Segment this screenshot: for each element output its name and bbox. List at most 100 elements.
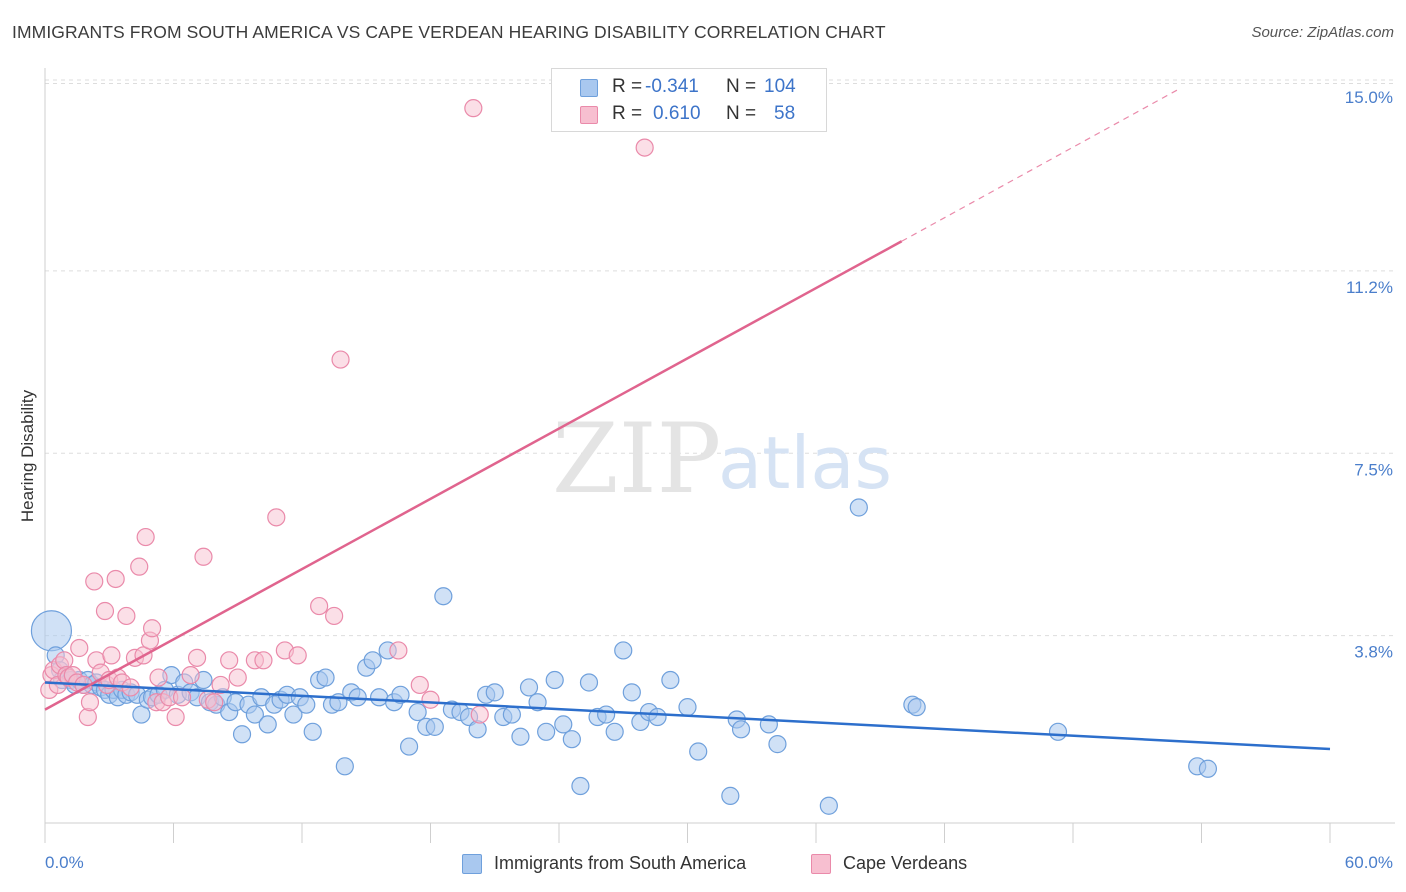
- legend-row-blue: R = -0.341 N = 104: [552, 74, 826, 100]
- data-point-south-america: [678, 698, 697, 717]
- data-point-south-america: [258, 715, 277, 734]
- legend-label-cape-verdean: Cape Verdeans: [843, 853, 968, 873]
- legend-n-value: 104: [764, 76, 796, 97]
- data-point-south-america: [614, 641, 633, 660]
- data-point-south-america: [511, 727, 530, 746]
- data-point-cape-verdean: [80, 693, 100, 712]
- pink-swatch: [580, 106, 598, 124]
- legend-r-label: R =: [612, 76, 643, 97]
- legend-n-value: 58: [774, 103, 796, 124]
- data-point-cape-verdean: [117, 606, 136, 626]
- data-point-south-america: [731, 720, 751, 739]
- chart-title: IMMIGRANTS FROM SOUTH AMERICA VS CAPE VE…: [12, 22, 886, 42]
- data-point-south-america: [232, 725, 252, 744]
- y-axis-title: Hearing Disability: [18, 389, 37, 522]
- data-point-south-america: [425, 717, 444, 736]
- correlation-legend: R = -0.341 N = 104 R = 0.610 N = 58: [551, 68, 827, 132]
- grid-lines: [45, 79, 1395, 637]
- data-point-south-america: [849, 498, 868, 517]
- data-point-south-america: [562, 730, 581, 749]
- data-point-cape-verdean: [220, 651, 239, 670]
- data-point-cape-verdean: [95, 601, 115, 621]
- data-point-south-america: [1198, 759, 1218, 778]
- data-point-cape-verdean: [106, 569, 125, 589]
- data-point-south-america: [399, 737, 419, 756]
- data-point-cape-verdean: [130, 557, 149, 576]
- data-point-south-america: [303, 722, 322, 741]
- data-point-cape-verdean: [181, 665, 200, 685]
- data-point-south-america: [554, 715, 573, 734]
- data-point-cape-verdean: [149, 668, 168, 687]
- data-point-cape-verdean: [254, 651, 273, 670]
- data-point-south-america: [721, 786, 740, 805]
- data-point-south-america: [528, 693, 547, 712]
- legend-row-pink: R = 0.610 N = 58: [552, 101, 826, 127]
- data-point-south-america: [434, 587, 453, 606]
- data-point-south-america: [605, 722, 624, 741]
- data-point-south-america: [537, 722, 556, 741]
- data-point-cape-verdean: [267, 508, 286, 527]
- data-point-cape-verdean: [166, 707, 185, 727]
- data-point-south-america: [768, 735, 787, 754]
- data-point-cape-verdean: [228, 668, 247, 687]
- legend-r-value: -0.341: [645, 76, 699, 97]
- data-point-south-america: [661, 670, 680, 690]
- blue-swatch: [580, 79, 598, 97]
- data-point-cape-verdean: [464, 99, 483, 118]
- data-point-south-america: [30, 610, 73, 652]
- data-point-south-america: [284, 705, 303, 724]
- data-point-south-america: [245, 705, 264, 724]
- legend-n-label: N =: [726, 76, 757, 97]
- data-point-south-america: [519, 678, 539, 697]
- data-point-cape-verdean: [635, 138, 654, 157]
- trend-lines: [44, 87, 1331, 751]
- data-point-south-america: [335, 757, 354, 776]
- legend-r-value: 0.610: [653, 103, 701, 124]
- data-point-south-america: [648, 707, 667, 727]
- y-tick-label: 3.8%: [1354, 643, 1393, 662]
- data-point-south-america: [1048, 722, 1068, 741]
- watermark-zip: ZIP: [552, 403, 721, 515]
- trend-line-cape-verdean: [44, 240, 903, 711]
- data-point-cape-verdean: [331, 350, 350, 369]
- pink-swatch: [811, 854, 831, 874]
- data-point-cape-verdean: [470, 705, 489, 724]
- legend-label-south-america: Immigrants from South America: [494, 853, 747, 873]
- data-point-south-america: [579, 673, 599, 692]
- data-point-cape-verdean: [136, 527, 155, 547]
- data-point-cape-verdean: [310, 596, 329, 616]
- watermark-atlas: atlas: [718, 421, 892, 505]
- data-point-cape-verdean: [142, 619, 162, 638]
- data-point-cape-verdean: [410, 675, 429, 695]
- data-point-south-america: [502, 705, 521, 724]
- data-point-south-america: [297, 695, 316, 714]
- blue-swatch: [462, 854, 482, 874]
- y-tick-label: 7.5%: [1354, 460, 1393, 479]
- x-tick-label-max: 60.0%: [1345, 853, 1393, 872]
- data-point-south-america: [485, 683, 504, 702]
- watermark: ZIP atlas: [552, 403, 892, 515]
- data-point-cape-verdean: [172, 688, 192, 707]
- data-point-south-america: [571, 776, 590, 796]
- data-point-south-america: [597, 705, 616, 724]
- x-tick-label-min: 0.0%: [45, 853, 84, 872]
- data-point-cape-verdean: [205, 693, 224, 712]
- data-point-south-america: [391, 685, 410, 704]
- source-label: Source: ZipAtlas.com: [1251, 24, 1394, 41]
- data-point-cape-verdean: [102, 646, 121, 665]
- data-point-south-america: [408, 702, 427, 722]
- series-south-america-points: [30, 498, 1218, 815]
- data-point-cape-verdean: [421, 690, 440, 709]
- data-point-cape-verdean: [85, 572, 104, 591]
- data-point-cape-verdean: [389, 641, 408, 660]
- y-tick-label: 15.0%: [1345, 88, 1393, 107]
- y-tick-label: 11.2%: [1346, 278, 1393, 297]
- data-point-south-america: [689, 742, 708, 761]
- tick-labels: 3.8% 7.5% 11.2% 15.0% 0.0% 60.0%: [45, 88, 1393, 872]
- legend-n-label: N =: [726, 103, 757, 124]
- data-point-south-america: [363, 651, 382, 670]
- data-point-south-america: [545, 670, 564, 690]
- trend-line-cape-verdean-extension: [901, 87, 1181, 242]
- data-point-cape-verdean: [211, 675, 230, 695]
